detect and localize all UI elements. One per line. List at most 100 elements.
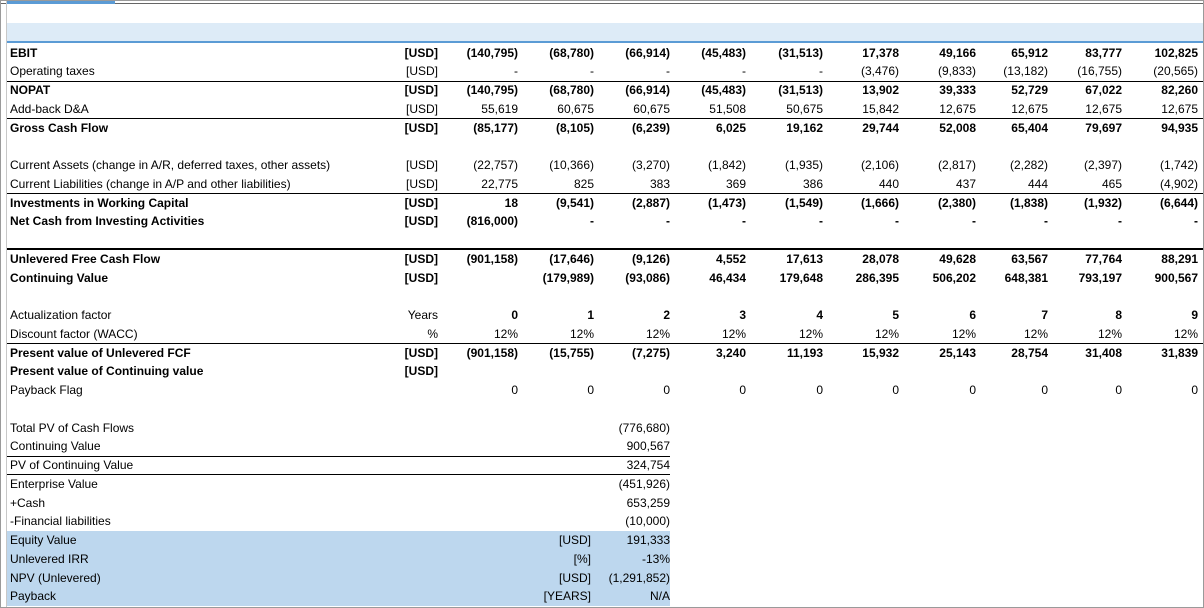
value-cell: (31,513): [778, 83, 823, 97]
value-cell: (2,106): [860, 158, 899, 172]
summary-value: 653,259: [626, 495, 670, 510]
tab-marker: [7, 1, 115, 4]
summary-label: -Financial liabilities: [10, 514, 111, 529]
value-cell: 12%: [1173, 326, 1198, 341]
row-unit: %: [427, 326, 438, 341]
summary-value: 900,567: [626, 439, 670, 454]
value-cell: (816,000): [466, 214, 518, 229]
value-cell: 12%: [721, 326, 746, 341]
value-cell: 77,764: [1085, 251, 1122, 266]
value-cell: 79,697: [1085, 120, 1122, 135]
highlight: [7, 549, 670, 569]
value-cell: (66,914): [625, 83, 670, 97]
row-border: [7, 193, 1203, 194]
value-cell: (2,817): [937, 158, 976, 172]
value-cell: (1,473): [707, 195, 746, 210]
value-cell: (22,757): [473, 158, 518, 172]
value-cell: -: [819, 214, 823, 229]
summary-value: (451,926): [618, 476, 670, 491]
value-cell: (2,380): [937, 195, 976, 210]
value-cell: 386: [802, 176, 823, 191]
row-label: Actualization factor: [10, 308, 112, 322]
row-label: Add-back D&A: [10, 101, 89, 116]
value-cell: 49,166: [939, 45, 976, 60]
value-cell: 444: [1027, 176, 1048, 191]
value-cell: -: [1194, 214, 1198, 229]
value-cell: (45,483): [701, 45, 746, 60]
value-cell: -: [1044, 214, 1048, 229]
summary-value: (1,291,852): [608, 570, 670, 585]
row-label: Unlevered Free Cash Flow: [10, 251, 161, 266]
value-cell: 0: [969, 383, 976, 397]
summary-label: Equity Value: [10, 533, 77, 547]
value-cell: (66,914): [625, 45, 670, 60]
value-cell: (1,549): [784, 195, 823, 210]
value-cell: 0: [511, 383, 518, 397]
summary-value: 324,754: [626, 458, 670, 472]
value-cell: (6,644): [1159, 195, 1198, 210]
summary-unit: [USD]: [558, 570, 591, 585]
value-cell: -: [666, 214, 670, 229]
value-cell: (16,755): [1077, 64, 1122, 79]
value-cell: 12%: [645, 326, 670, 341]
value-cell: 4,552: [715, 251, 746, 266]
value-cell: 6: [969, 308, 976, 322]
value-cell: 63,567: [1011, 251, 1048, 266]
summary-unit: [YEARS]: [543, 589, 591, 604]
value-cell: 67,022: [1085, 83, 1122, 97]
value-cell: 3,240: [715, 345, 746, 360]
value-cell: -: [666, 64, 670, 79]
value-cell: 52,008: [939, 120, 976, 135]
value-cell: 13,902: [862, 83, 899, 97]
row-unit: [USD]: [404, 120, 438, 135]
row-border: [7, 343, 1203, 344]
row-unit: Years: [407, 308, 438, 322]
summary-value: 191,333: [626, 533, 670, 547]
row-unit: [USD]: [404, 195, 438, 210]
value-cell: (140,795): [466, 45, 518, 60]
row-label: Investments in Working Capital: [10, 195, 189, 210]
value-cell: (4,902): [1159, 176, 1198, 191]
value-cell: 0: [587, 383, 594, 397]
value-cell: 12,675: [939, 101, 976, 116]
summary-value: -13%: [641, 551, 670, 566]
value-cell: (1,842): [707, 158, 746, 172]
value-cell: 825: [573, 176, 594, 191]
value-cell: 0: [1191, 383, 1198, 397]
value-cell: 39,333: [939, 83, 976, 97]
row-unit: [USD]: [405, 176, 438, 191]
value-cell: 506,202: [932, 270, 976, 285]
value-cell: 12%: [874, 326, 899, 341]
value-cell: 52,729: [1011, 83, 1048, 97]
value-cell: 15,932: [862, 345, 899, 360]
value-cell: 25,143: [939, 345, 976, 360]
value-cell: (9,126): [631, 251, 670, 266]
value-cell: 31,408: [1085, 345, 1122, 360]
value-cell: 4: [816, 308, 823, 322]
row-label: Present value of Unlevered FCF: [10, 345, 191, 360]
value-cell: 179,648: [779, 270, 823, 285]
row-unit: [USD]: [404, 270, 438, 285]
summary-unit: [%]: [573, 551, 591, 566]
value-cell: 12,675: [1085, 101, 1122, 116]
value-cell: 22,775: [481, 176, 518, 191]
value-cell: 29,744: [862, 120, 899, 135]
value-cell: (1,838): [1009, 195, 1048, 210]
value-cell: -: [819, 64, 823, 79]
value-cell: (1,935): [784, 158, 823, 172]
value-cell: -: [590, 64, 594, 79]
value-cell: -: [972, 214, 976, 229]
value-cell: (10,366): [549, 158, 594, 172]
row-label: EBIT: [10, 45, 38, 60]
row-unit: [USD]: [404, 345, 438, 360]
row-label: Discount factor (WACC): [10, 326, 138, 341]
value-cell: 60,675: [633, 101, 670, 116]
row-border: [7, 80, 1203, 82]
value-cell: 5: [892, 308, 899, 322]
value-cell: 82,260: [1161, 83, 1198, 97]
header-band: [7, 23, 1203, 41]
value-cell: 55,619: [481, 101, 518, 116]
top-rule: [1, 3, 1203, 4]
value-cell: (68,780): [549, 45, 594, 60]
value-cell: 793,197: [1078, 270, 1122, 285]
